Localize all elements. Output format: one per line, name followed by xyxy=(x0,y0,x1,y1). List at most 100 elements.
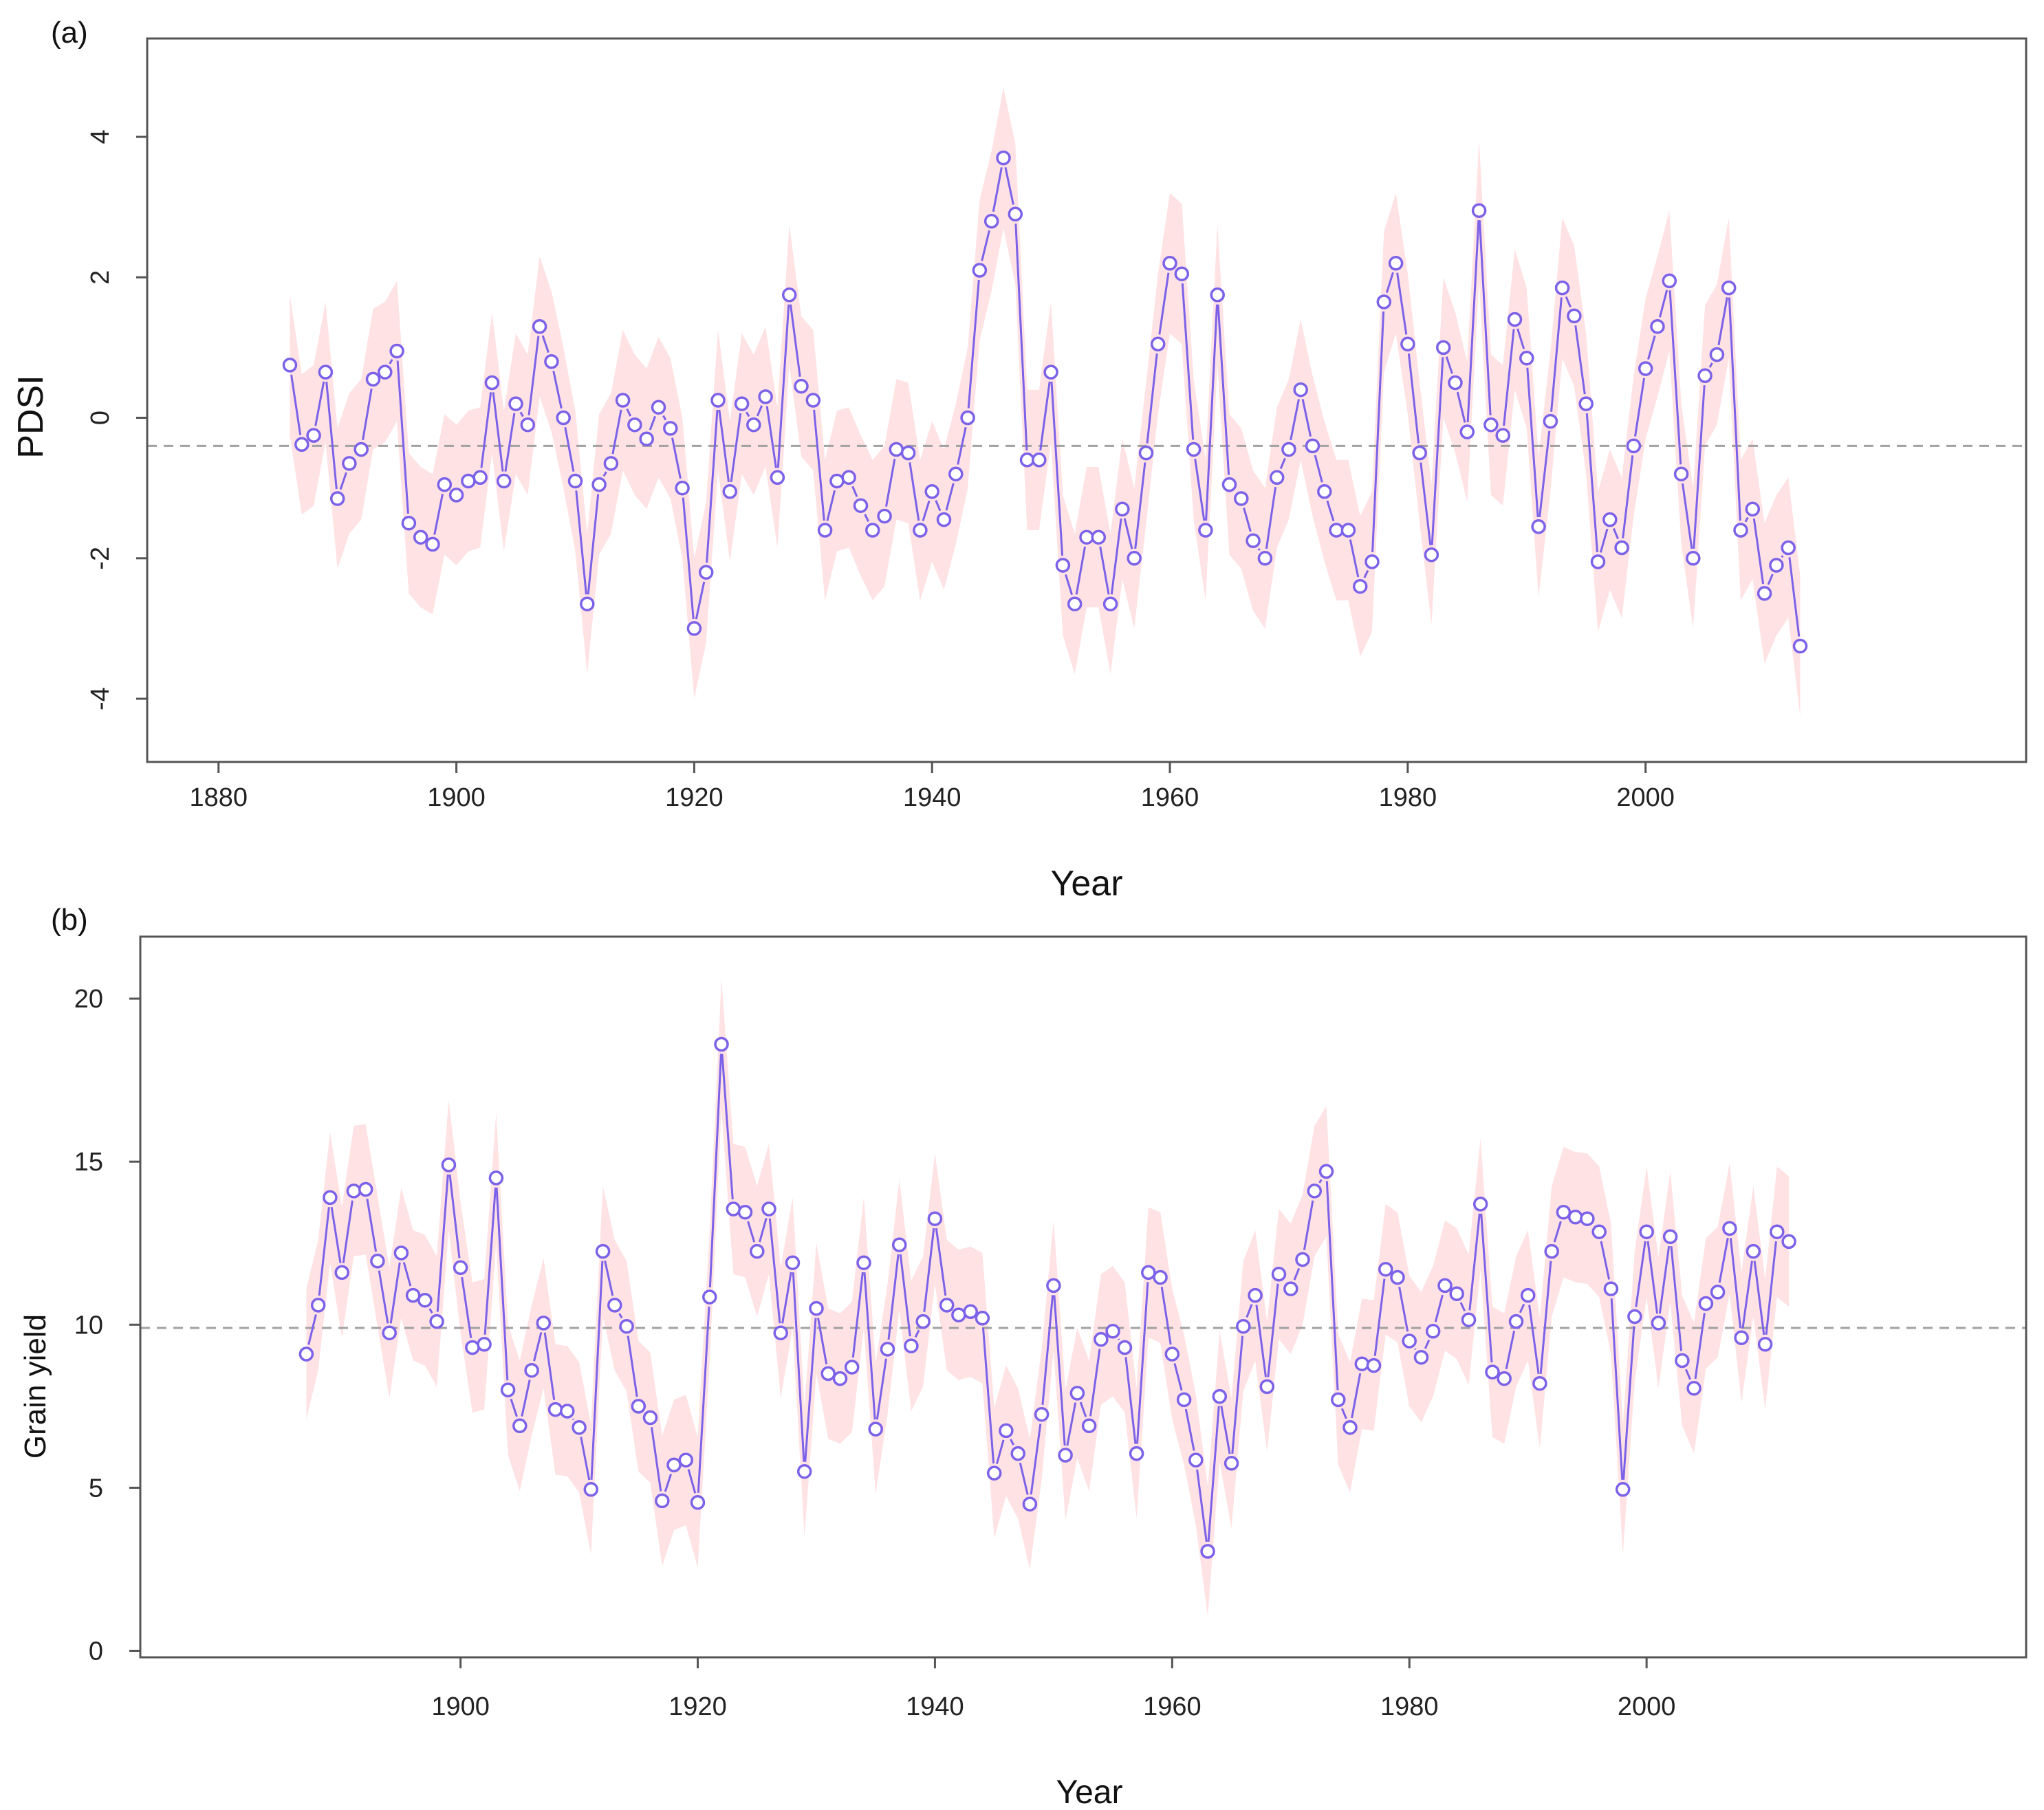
pdsi-line-segment xyxy=(1445,356,1453,374)
grain-yield-data-point xyxy=(1686,1381,1701,1396)
pdsi-line-segment xyxy=(706,409,719,563)
grain-yield-line-segment xyxy=(1528,1305,1540,1375)
pdsi-data-point xyxy=(329,491,345,506)
pdsi-data-point xyxy=(817,523,833,538)
pdsi-line-segment xyxy=(564,427,575,472)
pdsi-y-axis-title: PDSI xyxy=(11,375,51,458)
pdsi-line-segment xyxy=(1396,272,1408,335)
grain-yield-line-segment xyxy=(1622,1326,1635,1480)
pdsi-data-point xyxy=(1008,206,1023,222)
pdsi-data-point xyxy=(413,530,428,545)
pdsi-line-segment xyxy=(314,381,325,426)
grain-yield-data-point xyxy=(1295,1252,1310,1267)
pdsi-data-point xyxy=(639,431,654,446)
pdsi-data-point xyxy=(1471,203,1487,218)
grain-yield-data-point xyxy=(382,1325,397,1340)
pdsi-data-point xyxy=(1614,540,1629,556)
pdsi-line-segment xyxy=(1349,539,1360,578)
pdsi-data-point xyxy=(722,484,738,499)
pdsi-line-segment xyxy=(1550,297,1563,412)
panel-label-a: (a) xyxy=(51,16,88,50)
pdsi-line-segment xyxy=(1744,516,1749,523)
grain-yield-data-point xyxy=(1757,1337,1773,1352)
pdsi-line-segment xyxy=(1717,297,1728,346)
pdsi-data-point xyxy=(1733,523,1748,538)
pdsi-data-point xyxy=(1745,501,1761,517)
grain-yield-line-segment xyxy=(1351,1373,1362,1419)
grain-yield-data-point xyxy=(1472,1197,1488,1212)
pdsi-data-point xyxy=(1424,547,1439,563)
pdsi-data-point xyxy=(1127,551,1142,566)
grain-yield-data-point xyxy=(1508,1313,1524,1329)
pdsi-series-line-group xyxy=(290,166,1801,637)
grain-yield-data-point xyxy=(1129,1446,1144,1461)
grain-yield-line-segment xyxy=(1729,1238,1742,1329)
grain-yield-data-point xyxy=(1449,1286,1464,1302)
pdsi-data-point xyxy=(472,470,488,486)
grain-yield-line-segment xyxy=(1207,1406,1220,1542)
pdsi-data-point xyxy=(437,477,453,492)
pdsi-x-tick-label: 1900 xyxy=(427,783,486,812)
grain-yield-line-segment xyxy=(1231,1335,1244,1454)
grain-yield-line-segment xyxy=(483,1187,497,1335)
pdsi-line-segment xyxy=(1526,367,1539,518)
grain-yield-data-point xyxy=(465,1340,480,1355)
pdsi-data-point xyxy=(603,456,619,471)
grain-yield-line-segment xyxy=(1765,1241,1777,1335)
pdsi-data-point xyxy=(318,364,334,380)
grain-yield-data-point xyxy=(393,1245,409,1261)
pdsi-data-point xyxy=(734,396,750,411)
grain-yield-line-segment xyxy=(330,1206,342,1263)
grain-yield-data-point xyxy=(1105,1324,1120,1339)
grain-yield-x-tick-label: 1940 xyxy=(906,1692,964,1721)
pdsi-data-point xyxy=(1578,396,1594,411)
grain-yield-data-point xyxy=(868,1421,883,1437)
pdsi-data-point xyxy=(1721,280,1737,296)
pdsi-data-point xyxy=(1246,533,1261,549)
grain-yield-line-segment xyxy=(1246,1304,1253,1318)
pdsi-line-segment xyxy=(826,490,836,521)
grain-yield-data-point xyxy=(1141,1265,1156,1280)
grain-yield-line-segment xyxy=(543,1332,556,1400)
pdsi-line-segment xyxy=(885,459,896,507)
pdsi-line-segment xyxy=(433,494,444,535)
grain-yield-data-point xyxy=(417,1292,433,1308)
pdsi-data-point xyxy=(1376,294,1392,309)
grain-yield-data-point xyxy=(1746,1243,1761,1259)
pdsi-data-point xyxy=(1198,523,1213,538)
pdsi-data-point xyxy=(567,473,583,489)
grain-yield-line-segment xyxy=(914,1329,920,1338)
grain-yield-data-point xyxy=(536,1316,552,1331)
grain-yield-data-point xyxy=(1046,1278,1061,1294)
grain-yield-data-point xyxy=(1153,1269,1168,1285)
pdsi-data-point xyxy=(1317,484,1332,499)
pdsi-data-point xyxy=(698,565,714,580)
pdsi-data-point xyxy=(1210,287,1225,303)
grain-yield-confidence-band xyxy=(306,979,1790,1617)
pdsi-data-point xyxy=(306,428,321,443)
grain-yield-data-point xyxy=(891,1237,907,1252)
pdsi-data-point xyxy=(1269,470,1285,486)
pdsi-data-point xyxy=(1388,256,1404,271)
grain-yield-line-segment xyxy=(708,1054,722,1288)
pdsi-line-segment xyxy=(541,335,550,353)
pdsi-x-tick-label: 1980 xyxy=(1379,783,1437,812)
pdsi-line-segment xyxy=(1478,220,1492,415)
grain-yield-line-segment xyxy=(1670,1246,1683,1351)
pdsi-line-segment xyxy=(1466,220,1480,423)
grain-yield-line-segment xyxy=(590,1261,604,1480)
pdsi-data-point xyxy=(1626,438,1642,454)
pdsi-data-point xyxy=(1483,417,1499,433)
grain-yield-data-point xyxy=(999,1423,1014,1439)
pdsi-data-point xyxy=(1079,530,1094,545)
pdsi-line-segment xyxy=(1363,569,1369,578)
grain-yield-data-point xyxy=(1651,1316,1666,1331)
pdsi-line-segment xyxy=(1158,272,1170,335)
grain-yield-x-axis-title: Year xyxy=(1056,1774,1123,1810)
pdsi-line-segment xyxy=(1265,486,1277,549)
grain-yield-series-line-group xyxy=(307,1054,1777,1542)
grain-yield-data-point xyxy=(1271,1267,1287,1282)
pdsi-data-point xyxy=(1329,523,1344,538)
grain-yield-points-group xyxy=(298,1036,1796,1559)
